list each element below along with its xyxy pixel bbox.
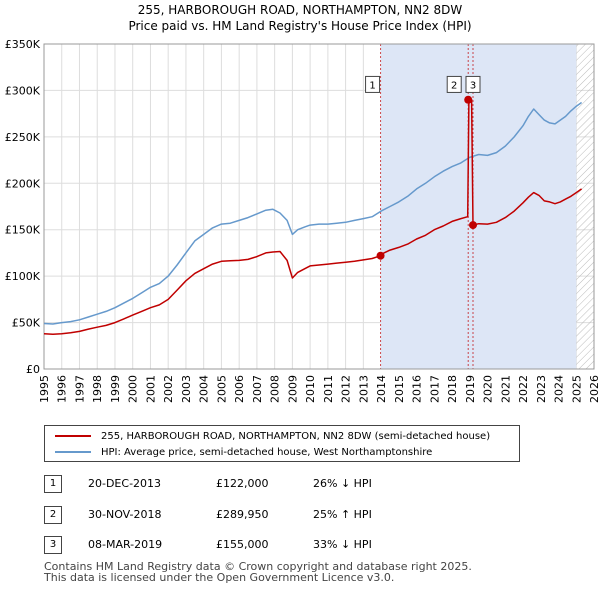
- transaction-price: £122,000: [216, 477, 269, 490]
- transaction-price: £155,000: [216, 538, 269, 551]
- price-chart: £0 £50K £100K £150K £200K £250K £300K £350K 1995…: [5, 38, 600, 403]
- legend-label-property: 255, HARBOROUGH ROAD, NORTHAMPTON, NN2 8…: [101, 430, 491, 442]
- sale-marker-label: 3: [470, 80, 476, 91]
- x-tick-label: 1995: [38, 375, 51, 403]
- sale-marker-box: [365, 75, 381, 93]
- chart-subtitle: Price paid vs. HM Land Registry's House …: [128, 19, 472, 33]
- legend-swatch-hpi: [55, 451, 91, 453]
- x-tick-label: 1999: [109, 375, 122, 403]
- x-tick-label: 2006: [233, 375, 246, 403]
- ownership-shading: [380, 44, 577, 369]
- transaction-price: £289,950: [216, 508, 269, 521]
- y-tick-label: £200K: [5, 177, 41, 190]
- x-tick-label: 2004: [198, 375, 211, 403]
- legend-label-hpi: HPI: Average price, semi-detached house,…: [101, 446, 433, 458]
- transaction-hpi: 26% ↓ HPI: [313, 477, 372, 490]
- x-tick-label: 2001: [144, 375, 157, 403]
- x-tick-label: 2023: [535, 375, 548, 403]
- x-tick-label: 2024: [553, 375, 566, 403]
- transaction-hpi: 33% ↓ HPI: [313, 538, 372, 551]
- sale-point: [469, 221, 477, 230]
- sale-point: [376, 251, 385, 260]
- x-tick-label: 2011: [322, 375, 335, 403]
- y-tick-label: £250K: [5, 131, 41, 144]
- transaction-hpi: 25% ↑ HPI: [313, 508, 372, 521]
- x-tick-label: 2016: [411, 375, 424, 403]
- x-tick-label: 1998: [91, 375, 104, 403]
- sale-marker-label: 1: [369, 80, 375, 91]
- hpi-line: [43, 101, 583, 325]
- x-tick-label: 2019: [464, 375, 477, 403]
- x-tick-label: 2017: [428, 375, 441, 403]
- x-tick-label: 2015: [393, 375, 406, 403]
- x-tick-label: 2026: [588, 375, 600, 403]
- legend: 255, HARBOROUGH ROAD, NORTHAMPTON, NN2 8…: [44, 425, 520, 462]
- property-price-line: [43, 99, 583, 335]
- y-tick-label: £300K: [5, 84, 41, 97]
- x-tick-label: 2018: [446, 375, 459, 403]
- transaction-number: 1: [44, 475, 62, 493]
- y-tick-label: £350K: [5, 38, 41, 51]
- y-tick-label: £100K: [5, 270, 41, 283]
- legend-item-property: 255, HARBOROUGH ROAD, NORTHAMPTON, NN2 8…: [55, 429, 490, 443]
- x-tick-label: 2010: [304, 375, 317, 403]
- sale-point: [464, 95, 473, 104]
- x-tick-label: 2007: [251, 375, 264, 403]
- footer-licence: This data is licensed under the Open Gov…: [44, 571, 395, 584]
- transaction-number: 3: [44, 536, 62, 554]
- x-tick-label: 1997: [73, 375, 86, 403]
- x-tick-label: 2002: [162, 375, 175, 403]
- x-tick-label: 2009: [286, 375, 299, 403]
- plot-border: [43, 43, 595, 370]
- y-tick-label: £150K: [5, 224, 41, 237]
- x-tick-label: 2005: [215, 375, 228, 403]
- x-tick-label: 1996: [56, 375, 69, 403]
- transaction-date: 20-DEC-2013: [88, 477, 162, 490]
- x-tick-label: 2000: [127, 375, 140, 403]
- y-tick-label: £0: [26, 363, 40, 376]
- sale-marker-box: [446, 75, 462, 93]
- y-tick-label: £50K: [12, 317, 41, 330]
- sale-marker-box: [465, 75, 481, 93]
- transaction-number: 2: [44, 506, 62, 524]
- transaction-date: 08-MAR-2019: [88, 538, 163, 551]
- x-tick-label: 2003: [180, 375, 193, 403]
- footer-copyright: Contains HM Land Registry data © Crown c…: [44, 560, 472, 573]
- chart-title: 255, HARBOROUGH ROAD, NORTHAMPTON, NN2 8…: [137, 3, 463, 17]
- legend-item-hpi: HPI: Average price, semi-detached house,…: [55, 445, 432, 459]
- x-tick-label: 2020: [482, 375, 495, 403]
- x-tick-label: 2014: [375, 375, 388, 403]
- x-tick-label: 2025: [570, 375, 583, 403]
- x-tick-label: 2022: [517, 375, 530, 403]
- x-tick-label: 2008: [269, 375, 282, 403]
- forecast-hatching: [576, 44, 594, 369]
- transaction-date: 30-NOV-2018: [88, 508, 162, 521]
- x-tick-label: 2013: [357, 375, 370, 403]
- sale-marker-label: 2: [451, 80, 457, 91]
- x-tick-label: 2012: [340, 375, 353, 403]
- legend-swatch-property: [55, 435, 91, 437]
- x-tick-label: 2021: [499, 375, 512, 403]
